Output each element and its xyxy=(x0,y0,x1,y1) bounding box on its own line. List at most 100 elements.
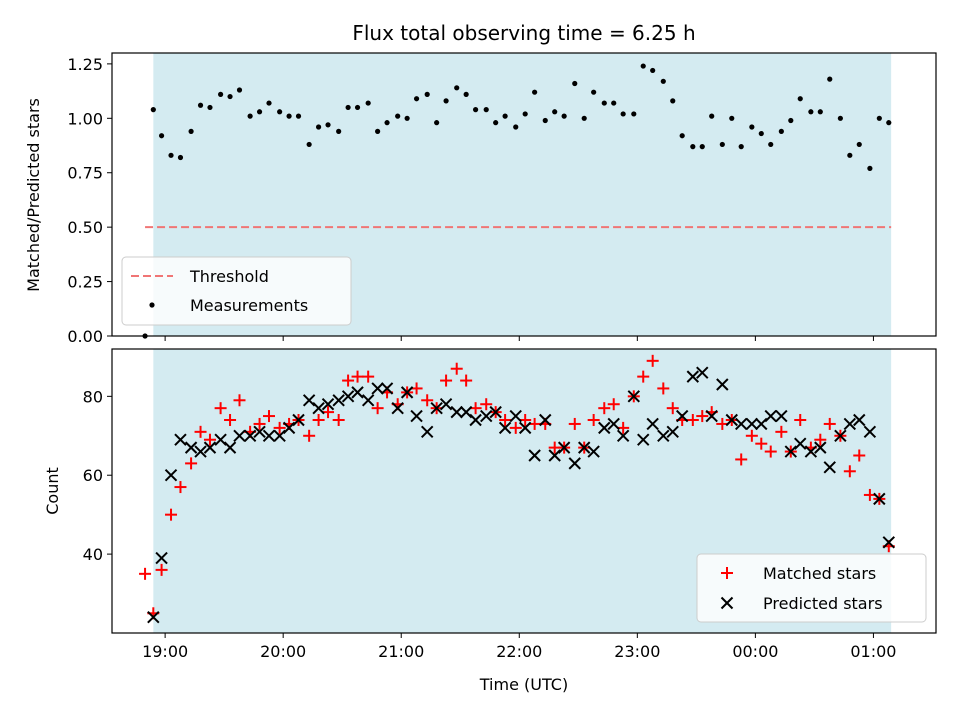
predicted-star-marker xyxy=(253,425,266,439)
matched-star-marker xyxy=(646,354,659,367)
measurement-point xyxy=(502,113,508,119)
predicted-star-marker xyxy=(598,421,611,435)
matched-star-marker xyxy=(253,417,266,430)
measurement-point xyxy=(817,109,823,115)
predicted-star-marker xyxy=(459,405,473,419)
measurement-point xyxy=(620,111,626,117)
bottom-y-tick-label: 40 xyxy=(83,545,103,564)
matched-star-marker xyxy=(509,421,522,434)
measurement-point xyxy=(867,165,873,171)
measurement-point xyxy=(315,124,322,130)
matched-star-marker xyxy=(666,402,679,415)
measurement-point xyxy=(168,152,174,158)
matched-star-marker xyxy=(342,374,355,387)
measurement-point xyxy=(532,89,538,95)
top-y-axis-label: Matched/Predicted stars xyxy=(24,98,43,292)
predicted-star-marker xyxy=(509,409,522,423)
predicted-star-marker xyxy=(439,398,453,411)
legend-threshold-label: Threshold xyxy=(189,267,269,286)
matched-star-marker xyxy=(607,398,620,411)
matched-star-marker xyxy=(421,394,434,407)
matched-star-marker xyxy=(312,414,325,426)
matched-star-marker xyxy=(755,437,768,450)
measurement-point xyxy=(306,141,312,148)
measurement-point xyxy=(719,141,725,148)
matched-star-marker xyxy=(450,362,463,375)
matched-star-marker xyxy=(214,402,227,415)
measurement-point xyxy=(572,80,578,87)
measurement-point xyxy=(395,113,401,119)
measurement-point xyxy=(561,113,567,119)
predicted-star-marker xyxy=(223,441,237,454)
measurement-point xyxy=(699,144,705,150)
predicted-star-marker xyxy=(557,441,571,454)
measurement-point xyxy=(552,109,558,115)
predicted-star-marker xyxy=(804,445,818,458)
top-panel: 0.00 0.25 0.50 0.75 1.00 1.25 Matched/Predict… xyxy=(24,52,937,346)
measurement-point xyxy=(375,128,381,134)
predicted-star-marker xyxy=(784,445,798,458)
predicted-star-marker xyxy=(843,417,857,431)
measurement-point xyxy=(493,120,499,126)
predicted-star-marker xyxy=(745,417,759,431)
legend-matched-label: Matched stars xyxy=(763,564,876,583)
predicted-star-marker xyxy=(735,417,748,431)
legend-matched-marker xyxy=(721,567,733,579)
measurement-point xyxy=(522,111,528,117)
predicted-star-marker xyxy=(184,441,198,454)
matched-star-marker xyxy=(185,457,198,470)
bottom-y-axis-label: Count xyxy=(43,467,62,515)
predicted-star-marker xyxy=(637,433,650,446)
predicted-star-marker xyxy=(292,413,305,427)
measurement-point xyxy=(670,98,676,104)
predicted-star-marker xyxy=(627,390,640,403)
top-axes-frame xyxy=(111,52,937,337)
predicted-star-marker xyxy=(863,425,877,439)
matched-star-marker xyxy=(273,421,286,434)
predicted-star-marker xyxy=(823,461,836,474)
matched-star-marker xyxy=(587,414,600,426)
matched-star-marker xyxy=(814,433,827,446)
measurement-point xyxy=(709,113,715,119)
measurement-point xyxy=(345,104,351,111)
measurement-point xyxy=(758,130,764,137)
matched-star-marker xyxy=(469,402,482,415)
matched-star-marker xyxy=(843,465,856,478)
legend-predicted-label: Predicted stars xyxy=(763,594,883,613)
predicted-star-marker xyxy=(420,425,434,439)
matched-star-marker xyxy=(745,429,758,442)
top-legend: Threshold Measurements xyxy=(121,256,352,326)
legend-measurements-swatch xyxy=(149,302,155,308)
bottom-x-tick-label: 01:00 xyxy=(850,642,896,661)
matched-star-marker xyxy=(362,370,375,383)
predicted-star-marker xyxy=(587,445,600,458)
predicted-star-marker xyxy=(716,378,729,391)
measurement-point xyxy=(295,113,302,119)
predicted-star-marker xyxy=(351,386,364,399)
bottom-legend-box xyxy=(696,553,927,623)
predicted-star-marker xyxy=(450,405,463,419)
predicted-star-marker xyxy=(764,409,777,423)
predicted-star-marker xyxy=(646,417,659,431)
measurement-point xyxy=(413,96,420,102)
predicted-star-marker xyxy=(607,417,620,431)
predicted-star-marker xyxy=(194,445,207,458)
measurement-point xyxy=(768,141,774,148)
measurement-point xyxy=(218,91,224,97)
measurement-point xyxy=(256,109,263,115)
predicted-star-marker xyxy=(147,611,160,624)
measurement-point xyxy=(227,93,233,100)
bottom-x-tick-label: 23:00 xyxy=(614,642,660,661)
matched-star-marker xyxy=(519,414,532,426)
matched-star-marker xyxy=(303,429,316,442)
predicted-star-marker xyxy=(568,457,581,470)
measurement-point xyxy=(778,128,784,134)
predicted-star-marker xyxy=(400,386,414,399)
matched-star-marker xyxy=(617,421,630,434)
bottom-panel: 40 60 80 19:00 20:00 21:00 22:00 23:00 00:00 01:… xyxy=(43,348,937,694)
measurement-point xyxy=(797,96,803,102)
predicted-star-marker xyxy=(577,441,591,454)
matched-star-marker xyxy=(224,414,237,426)
bottom-x-tick-label: 22:00 xyxy=(496,642,542,661)
